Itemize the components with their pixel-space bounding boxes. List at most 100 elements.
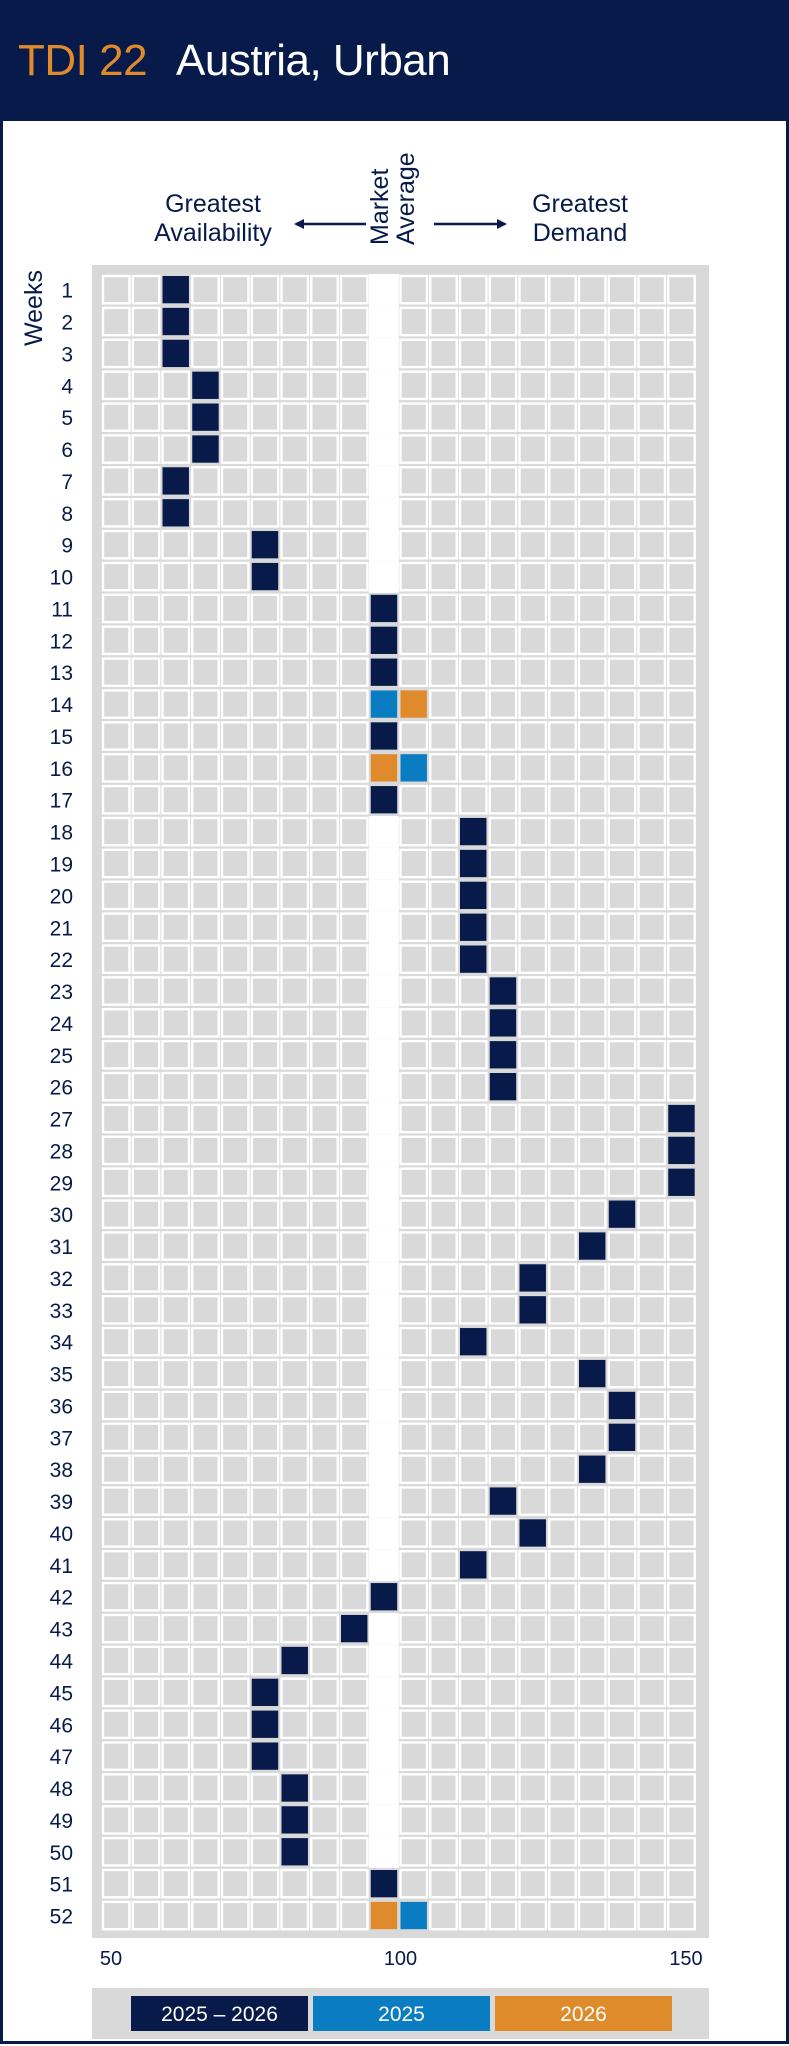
grid-cell bbox=[488, 1709, 518, 1740]
grid-cell bbox=[458, 1677, 488, 1708]
grid-cell bbox=[488, 721, 518, 751]
grid-cell bbox=[310, 816, 339, 847]
grid-cell bbox=[637, 1486, 667, 1516]
grid-cell bbox=[399, 816, 429, 847]
grid-cell bbox=[280, 402, 310, 433]
grid-cell bbox=[637, 1294, 667, 1325]
market-average-gap bbox=[369, 1166, 399, 1199]
grid-cell bbox=[607, 370, 637, 401]
grid-cell bbox=[339, 497, 369, 528]
grid-cell bbox=[339, 402, 369, 433]
grid-cell bbox=[458, 402, 488, 433]
grid-cell bbox=[280, 1071, 310, 1102]
x-tick-labels: 50 100 150 bbox=[100, 1948, 703, 1970]
grid-cell bbox=[458, 1422, 488, 1453]
grid-cell bbox=[667, 1422, 696, 1453]
grid-cell bbox=[488, 1454, 518, 1485]
grid-cell bbox=[250, 338, 280, 369]
grid-cell bbox=[577, 1518, 607, 1548]
grid-cell bbox=[607, 1263, 637, 1293]
grid-cell bbox=[220, 434, 250, 464]
grid-cell bbox=[577, 1836, 607, 1867]
grid-cell bbox=[250, 1358, 280, 1389]
grid-cell bbox=[161, 1135, 191, 1166]
grid-cell bbox=[220, 1390, 250, 1421]
week-label: 33 bbox=[50, 1300, 73, 1323]
market-average-gap bbox=[369, 815, 399, 848]
grid-cell bbox=[518, 848, 548, 879]
grid-cell bbox=[191, 1390, 220, 1421]
market-average-gap bbox=[369, 1517, 399, 1550]
grid-cell bbox=[458, 1709, 488, 1740]
grid-cell bbox=[161, 402, 191, 433]
grid-cell bbox=[518, 1454, 548, 1485]
grid-cell bbox=[220, 689, 250, 719]
grid-cell bbox=[577, 561, 607, 592]
grid-cell bbox=[339, 721, 369, 751]
grid-cell bbox=[548, 497, 577, 528]
grid-cell bbox=[131, 1199, 161, 1230]
market-average-gap bbox=[369, 305, 399, 338]
grid-cell bbox=[607, 1677, 637, 1708]
grid-cell bbox=[101, 1294, 131, 1325]
grid-cell bbox=[637, 593, 667, 624]
header-bar: TDI 22 Austria, Urban bbox=[0, 0, 789, 121]
greatest-demand-caption: Greatest Demand bbox=[505, 190, 655, 248]
grid-cell bbox=[488, 306, 518, 337]
grid-cell bbox=[518, 1805, 548, 1835]
grid-cell bbox=[310, 593, 339, 624]
grid-cell bbox=[191, 1199, 220, 1230]
grid-cell bbox=[399, 1518, 429, 1548]
week-label: 49 bbox=[50, 1810, 73, 1833]
grid-cell bbox=[488, 1773, 518, 1803]
week-label: 30 bbox=[50, 1204, 73, 1227]
grid-cell bbox=[339, 1836, 369, 1867]
week-label: 16 bbox=[50, 758, 73, 781]
grid-cell bbox=[429, 1645, 458, 1676]
grid-cell bbox=[339, 370, 369, 401]
grid-cell bbox=[429, 561, 458, 592]
grid-cell bbox=[250, 1135, 280, 1166]
grid-cell bbox=[637, 306, 667, 337]
grid-cell bbox=[220, 370, 250, 401]
grid-cell bbox=[161, 1581, 191, 1612]
grid-cell bbox=[161, 1263, 191, 1293]
week-label: 41 bbox=[50, 1555, 73, 1578]
grid-cell bbox=[339, 1294, 369, 1325]
grid-cell bbox=[220, 1199, 250, 1230]
grid-cell bbox=[161, 529, 191, 560]
grid-cell bbox=[310, 1773, 339, 1803]
week-label: 2 bbox=[61, 312, 73, 335]
grid-cell bbox=[429, 1167, 458, 1198]
grid-cell bbox=[458, 466, 488, 496]
grid-cell bbox=[280, 1741, 310, 1771]
grid-cell bbox=[518, 1039, 548, 1070]
data-cell-week-3 bbox=[162, 339, 189, 368]
grid-cell bbox=[131, 1773, 161, 1803]
grid-cell bbox=[161, 1868, 191, 1899]
grid-cell bbox=[667, 1805, 696, 1835]
grid-cell bbox=[310, 1294, 339, 1325]
grid-cell bbox=[577, 784, 607, 815]
grid-cell bbox=[607, 1836, 637, 1867]
grid-cell bbox=[548, 1326, 577, 1357]
grid-cell bbox=[667, 370, 696, 401]
grid-cell bbox=[518, 434, 548, 464]
grid-cell bbox=[429, 593, 458, 624]
grid-cell bbox=[637, 753, 667, 783]
week-label: 34 bbox=[50, 1332, 74, 1355]
grid-cell bbox=[548, 1773, 577, 1803]
market-average-gap bbox=[369, 1262, 399, 1295]
market-average-gap bbox=[369, 1836, 399, 1868]
grid-cell bbox=[518, 561, 548, 592]
grid-cell bbox=[280, 561, 310, 592]
week-label: 51 bbox=[50, 1874, 73, 1897]
data-cell-week-28 bbox=[668, 1136, 695, 1165]
grid-cell bbox=[191, 1358, 220, 1389]
grid-cell bbox=[637, 1581, 667, 1612]
data-cell-week-10 bbox=[251, 562, 279, 591]
grid-cell bbox=[250, 370, 280, 401]
grid-cell bbox=[280, 1581, 310, 1612]
grid-cell bbox=[429, 1231, 458, 1261]
grid-cell bbox=[577, 1071, 607, 1102]
